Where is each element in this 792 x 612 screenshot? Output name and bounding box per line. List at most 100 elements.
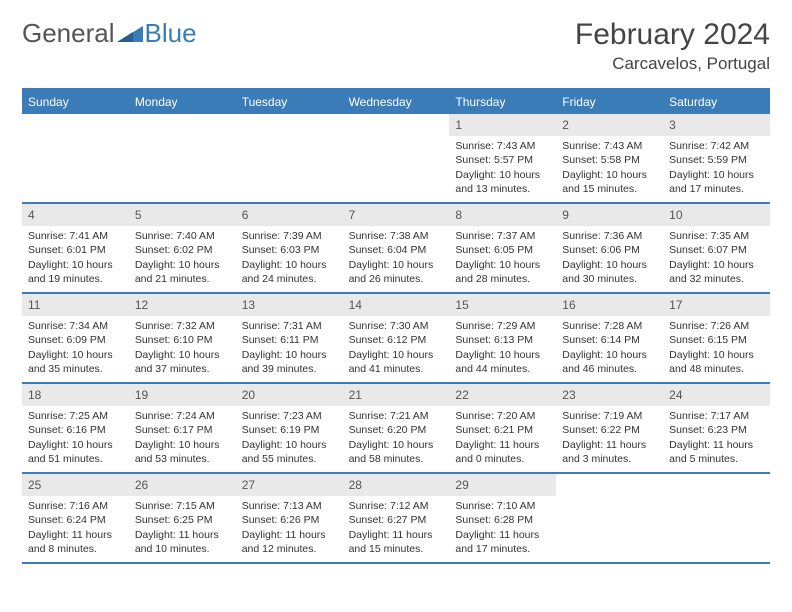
sunrise-text: Sunrise: 7:42 AM [669, 139, 764, 153]
day-body: Sunrise: 7:26 AMSunset: 6:15 PMDaylight:… [663, 316, 770, 381]
day-cell: 28Sunrise: 7:12 AMSunset: 6:27 PMDayligh… [343, 474, 450, 562]
day-number: 25 [22, 474, 129, 496]
weekday-label: Friday [556, 90, 663, 114]
sunset-text: Sunset: 6:15 PM [669, 333, 764, 347]
day-cell: 10Sunrise: 7:35 AMSunset: 6:07 PMDayligh… [663, 204, 770, 292]
sunset-text: Sunset: 6:19 PM [242, 423, 337, 437]
sunset-text: Sunset: 6:13 PM [455, 333, 550, 347]
week-row: 4Sunrise: 7:41 AMSunset: 6:01 PMDaylight… [22, 204, 770, 294]
day-cell [343, 114, 450, 202]
day-number: 19 [129, 384, 236, 406]
sunset-text: Sunset: 6:24 PM [28, 513, 123, 527]
daylight-text: Daylight: 11 hours and 3 minutes. [562, 438, 657, 466]
sunset-text: Sunset: 6:12 PM [349, 333, 444, 347]
location: Carcavelos, Portugal [575, 54, 770, 74]
day-cell: 17Sunrise: 7:26 AMSunset: 6:15 PMDayligh… [663, 294, 770, 382]
day-cell: 25Sunrise: 7:16 AMSunset: 6:24 PMDayligh… [22, 474, 129, 562]
sunset-text: Sunset: 6:04 PM [349, 243, 444, 257]
brand-logo: General Blue [22, 18, 197, 49]
sunrise-text: Sunrise: 7:39 AM [242, 229, 337, 243]
brand-part1: General [22, 18, 115, 49]
sunrise-text: Sunrise: 7:29 AM [455, 319, 550, 333]
day-cell: 15Sunrise: 7:29 AMSunset: 6:13 PMDayligh… [449, 294, 556, 382]
day-number: 10 [663, 204, 770, 226]
day-cell: 6Sunrise: 7:39 AMSunset: 6:03 PMDaylight… [236, 204, 343, 292]
sunrise-text: Sunrise: 7:19 AM [562, 409, 657, 423]
day-cell [663, 474, 770, 562]
day-cell: 8Sunrise: 7:37 AMSunset: 6:05 PMDaylight… [449, 204, 556, 292]
sunset-text: Sunset: 6:01 PM [28, 243, 123, 257]
day-cell: 7Sunrise: 7:38 AMSunset: 6:04 PMDaylight… [343, 204, 450, 292]
brand-part2: Blue [145, 18, 197, 49]
daylight-text: Daylight: 10 hours and 35 minutes. [28, 348, 123, 376]
sunset-text: Sunset: 6:27 PM [349, 513, 444, 527]
sunrise-text: Sunrise: 7:37 AM [455, 229, 550, 243]
daylight-text: Daylight: 10 hours and 24 minutes. [242, 258, 337, 286]
sunset-text: Sunset: 6:25 PM [135, 513, 230, 527]
daylight-text: Daylight: 10 hours and 46 minutes. [562, 348, 657, 376]
sunrise-text: Sunrise: 7:35 AM [669, 229, 764, 243]
day-body: Sunrise: 7:12 AMSunset: 6:27 PMDaylight:… [343, 496, 450, 561]
daylight-text: Daylight: 10 hours and 48 minutes. [669, 348, 764, 376]
sunrise-text: Sunrise: 7:15 AM [135, 499, 230, 513]
daylight-text: Daylight: 10 hours and 19 minutes. [28, 258, 123, 286]
sunrise-text: Sunrise: 7:43 AM [455, 139, 550, 153]
day-cell: 27Sunrise: 7:13 AMSunset: 6:26 PMDayligh… [236, 474, 343, 562]
day-number: 23 [556, 384, 663, 406]
day-body: Sunrise: 7:43 AMSunset: 5:58 PMDaylight:… [556, 136, 663, 201]
daylight-text: Daylight: 10 hours and 53 minutes. [135, 438, 230, 466]
sunrise-text: Sunrise: 7:43 AM [562, 139, 657, 153]
title-block: February 2024 Carcavelos, Portugal [575, 18, 770, 74]
sunrise-text: Sunrise: 7:34 AM [28, 319, 123, 333]
sunrise-text: Sunrise: 7:28 AM [562, 319, 657, 333]
day-body: Sunrise: 7:13 AMSunset: 6:26 PMDaylight:… [236, 496, 343, 561]
sunset-text: Sunset: 6:16 PM [28, 423, 123, 437]
triangle-icon [117, 24, 143, 44]
day-number: 17 [663, 294, 770, 316]
sunset-text: Sunset: 6:11 PM [242, 333, 337, 347]
daylight-text: Daylight: 10 hours and 28 minutes. [455, 258, 550, 286]
weekday-label: Wednesday [343, 90, 450, 114]
day-number: 7 [343, 204, 450, 226]
sunrise-text: Sunrise: 7:10 AM [455, 499, 550, 513]
day-body: Sunrise: 7:36 AMSunset: 6:06 PMDaylight:… [556, 226, 663, 291]
week-row: 18Sunrise: 7:25 AMSunset: 6:16 PMDayligh… [22, 384, 770, 474]
day-number: 18 [22, 384, 129, 406]
day-body: Sunrise: 7:25 AMSunset: 6:16 PMDaylight:… [22, 406, 129, 471]
day-number: 12 [129, 294, 236, 316]
day-cell [129, 114, 236, 202]
daylight-text: Daylight: 11 hours and 0 minutes. [455, 438, 550, 466]
sunset-text: Sunset: 6:22 PM [562, 423, 657, 437]
daylight-text: Daylight: 10 hours and 15 minutes. [562, 168, 657, 196]
sunset-text: Sunset: 6:03 PM [242, 243, 337, 257]
daylight-text: Daylight: 10 hours and 17 minutes. [669, 168, 764, 196]
day-body: Sunrise: 7:34 AMSunset: 6:09 PMDaylight:… [22, 316, 129, 381]
sunset-text: Sunset: 6:07 PM [669, 243, 764, 257]
daylight-text: Daylight: 10 hours and 58 minutes. [349, 438, 444, 466]
daylight-text: Daylight: 11 hours and 15 minutes. [349, 528, 444, 556]
weekday-label: Tuesday [236, 90, 343, 114]
day-cell: 5Sunrise: 7:40 AMSunset: 6:02 PMDaylight… [129, 204, 236, 292]
day-body: Sunrise: 7:37 AMSunset: 6:05 PMDaylight:… [449, 226, 556, 291]
week-row: 11Sunrise: 7:34 AMSunset: 6:09 PMDayligh… [22, 294, 770, 384]
weeks-container: 1Sunrise: 7:43 AMSunset: 5:57 PMDaylight… [22, 114, 770, 564]
day-cell: 24Sunrise: 7:17 AMSunset: 6:23 PMDayligh… [663, 384, 770, 472]
week-row: 1Sunrise: 7:43 AMSunset: 5:57 PMDaylight… [22, 114, 770, 204]
day-number: 21 [343, 384, 450, 406]
day-cell: 26Sunrise: 7:15 AMSunset: 6:25 PMDayligh… [129, 474, 236, 562]
sunset-text: Sunset: 5:58 PM [562, 153, 657, 167]
daylight-text: Daylight: 10 hours and 44 minutes. [455, 348, 550, 376]
daylight-text: Daylight: 10 hours and 21 minutes. [135, 258, 230, 286]
day-cell: 19Sunrise: 7:24 AMSunset: 6:17 PMDayligh… [129, 384, 236, 472]
sunrise-text: Sunrise: 7:32 AM [135, 319, 230, 333]
day-cell [22, 114, 129, 202]
day-body: Sunrise: 7:24 AMSunset: 6:17 PMDaylight:… [129, 406, 236, 471]
daylight-text: Daylight: 11 hours and 17 minutes. [455, 528, 550, 556]
day-cell: 4Sunrise: 7:41 AMSunset: 6:01 PMDaylight… [22, 204, 129, 292]
month-title: February 2024 [575, 18, 770, 52]
sunset-text: Sunset: 6:02 PM [135, 243, 230, 257]
day-body: Sunrise: 7:20 AMSunset: 6:21 PMDaylight:… [449, 406, 556, 471]
sunrise-text: Sunrise: 7:23 AM [242, 409, 337, 423]
day-cell: 9Sunrise: 7:36 AMSunset: 6:06 PMDaylight… [556, 204, 663, 292]
day-cell [556, 474, 663, 562]
